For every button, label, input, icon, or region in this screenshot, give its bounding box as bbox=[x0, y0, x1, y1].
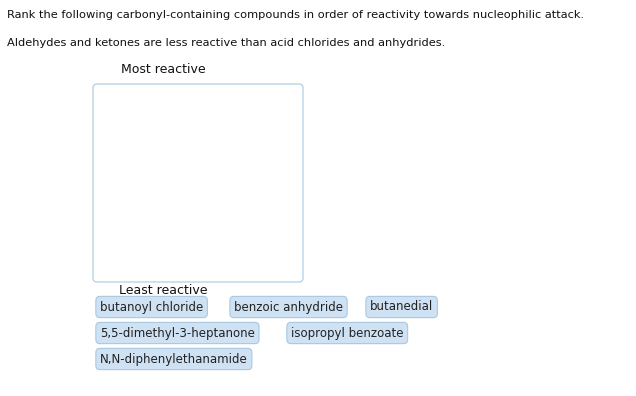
Text: benzoic anhydride: benzoic anhydride bbox=[234, 301, 343, 314]
Text: butanedial: butanedial bbox=[370, 301, 433, 314]
Text: Most reactive: Most reactive bbox=[121, 63, 205, 76]
Text: isopropyl benzoate: isopropyl benzoate bbox=[291, 326, 403, 339]
Text: 5,5-dimethyl-3-heptanone: 5,5-dimethyl-3-heptanone bbox=[100, 326, 255, 339]
FancyBboxPatch shape bbox=[93, 84, 303, 282]
Text: N,N-diphenylethanamide: N,N-diphenylethanamide bbox=[100, 352, 248, 366]
Text: Rank the following carbonyl-containing compounds in order of reactivity towards : Rank the following carbonyl-containing c… bbox=[7, 10, 584, 20]
Text: Least reactive: Least reactive bbox=[119, 284, 207, 297]
Text: butanoyl chloride: butanoyl chloride bbox=[100, 301, 204, 314]
Text: Aldehydes and ketones are less reactive than acid chlorides and anhydrides.: Aldehydes and ketones are less reactive … bbox=[7, 38, 445, 48]
